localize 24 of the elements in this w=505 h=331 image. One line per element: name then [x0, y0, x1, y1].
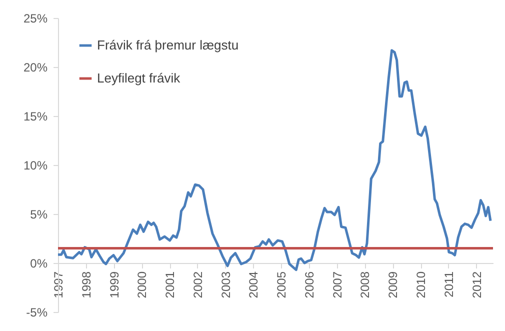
y-tick-label: 25%: [23, 12, 48, 26]
x-tick-label: 2009: [386, 271, 400, 298]
y-tick-label: 5%: [30, 208, 48, 222]
legend-label: Leyfilegt frávik: [97, 70, 181, 86]
x-tick-label: 2007: [330, 271, 344, 298]
x-tick-label: 2006: [302, 271, 316, 298]
y-tick-label: 20%: [23, 60, 48, 74]
y-tick-label: 10%: [23, 158, 48, 172]
x-tick-label: 2002: [190, 271, 205, 298]
x-tick-label: 2008: [358, 271, 372, 298]
x-tick-label: 2011: [442, 271, 456, 298]
y-tick-label: -5%: [26, 306, 48, 320]
x-tick-label: 1999: [107, 271, 122, 298]
y-tick-label: 0%: [30, 256, 48, 270]
x-tick-label: 2000: [135, 271, 150, 298]
legend-label: Frávik frá þremur lægstu: [97, 38, 239, 52]
x-tick-label: 2003: [218, 271, 233, 298]
x-tick-label: 2001: [163, 271, 178, 298]
x-tick-label: 2004: [246, 271, 261, 298]
x-tick-label: 2012: [470, 271, 484, 298]
x-tick-label: 2005: [274, 271, 289, 298]
y-tick-label: 15%: [23, 110, 48, 124]
x-tick-label: 2010: [414, 271, 428, 298]
x-tick-label: 1998: [79, 271, 94, 298]
